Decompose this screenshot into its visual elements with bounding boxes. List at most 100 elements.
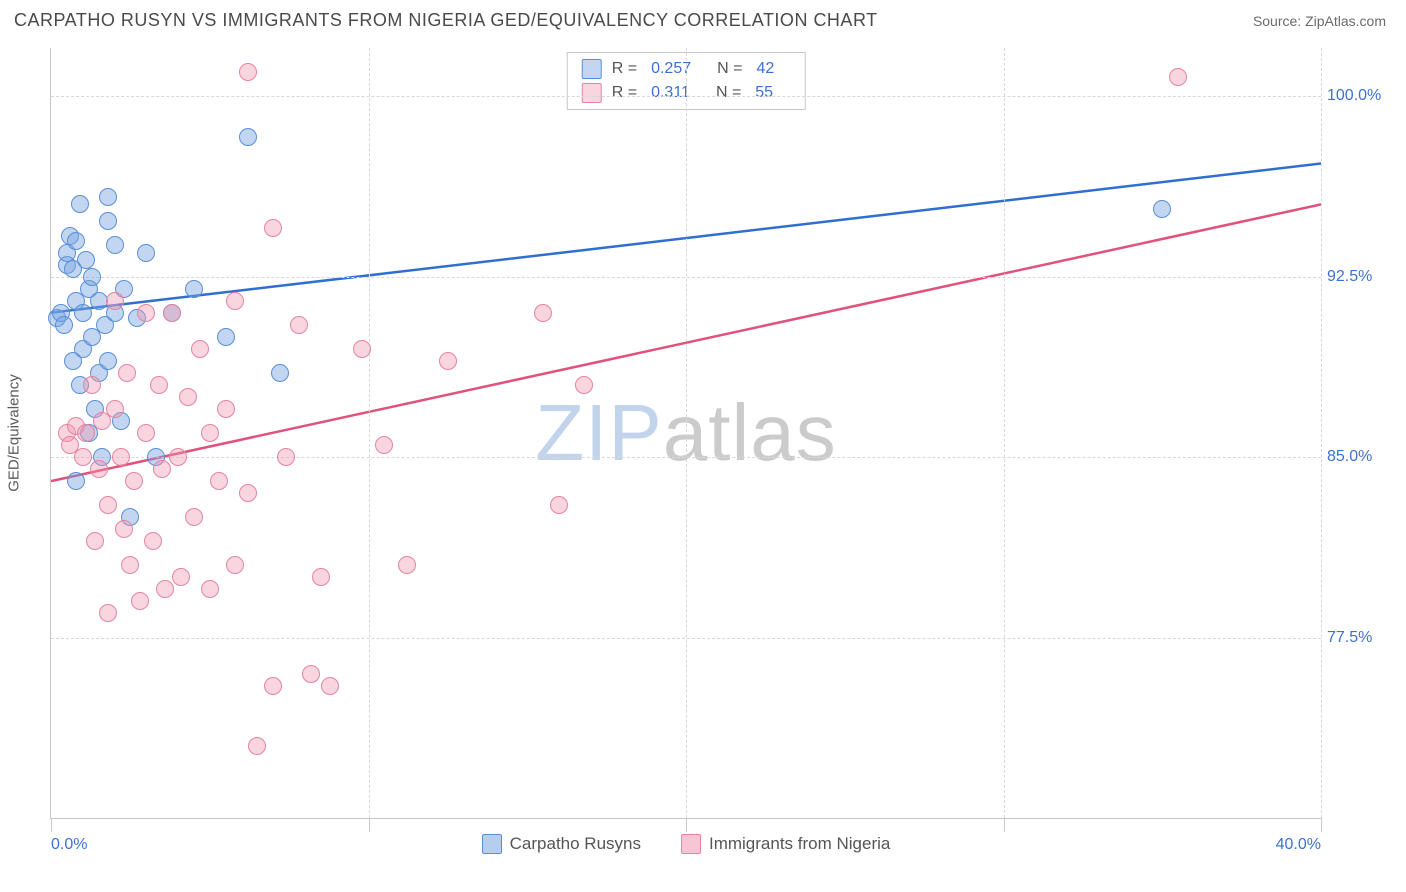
data-point-series-1 xyxy=(191,340,209,358)
hgrid xyxy=(51,638,1321,639)
data-point-series-1 xyxy=(277,448,295,466)
data-point-series-1 xyxy=(90,460,108,478)
data-point-series-0 xyxy=(217,328,235,346)
data-point-series-1 xyxy=(86,532,104,550)
n-value-0: 42 xyxy=(756,57,774,81)
data-point-series-1 xyxy=(264,219,282,237)
data-point-series-0 xyxy=(83,268,101,286)
data-point-series-0 xyxy=(137,244,155,262)
data-point-series-1 xyxy=(153,460,171,478)
data-point-series-1 xyxy=(83,376,101,394)
xtick xyxy=(686,818,687,832)
data-point-series-1 xyxy=(302,665,320,683)
vgrid xyxy=(686,48,687,818)
hgrid xyxy=(51,277,1321,278)
data-point-series-1 xyxy=(375,436,393,454)
hgrid xyxy=(51,457,1321,458)
bottom-legend-item-1: Immigrants from Nigeria xyxy=(681,834,890,854)
data-point-series-1 xyxy=(226,556,244,574)
data-point-series-1 xyxy=(118,364,136,382)
ytick-label: 100.0% xyxy=(1327,87,1387,105)
n-label: N = xyxy=(717,57,742,81)
data-point-series-1 xyxy=(163,304,181,322)
data-point-series-0 xyxy=(71,195,89,213)
xtick xyxy=(1004,818,1005,832)
xtick xyxy=(1321,818,1322,832)
vgrid xyxy=(369,48,370,818)
bottom-legend-label-1: Immigrants from Nigeria xyxy=(709,834,890,854)
data-point-series-1 xyxy=(121,556,139,574)
bottom-legend-label-0: Carpatho Rusyns xyxy=(510,834,641,854)
data-point-series-1 xyxy=(217,400,235,418)
data-point-series-0 xyxy=(239,128,257,146)
data-point-series-0 xyxy=(185,280,203,298)
data-point-series-1 xyxy=(534,304,552,322)
xtick xyxy=(51,818,52,832)
data-point-series-1 xyxy=(74,448,92,466)
data-point-series-0 xyxy=(77,251,95,269)
data-point-series-1 xyxy=(99,496,117,514)
data-point-series-1 xyxy=(169,448,187,466)
data-point-series-1 xyxy=(156,580,174,598)
data-point-series-0 xyxy=(99,212,117,230)
legend-swatch-0 xyxy=(582,59,602,79)
data-point-series-1 xyxy=(137,424,155,442)
chart-source: Source: ZipAtlas.com xyxy=(1253,13,1386,29)
data-point-series-1 xyxy=(144,532,162,550)
chart-container: GED/Equivalency ZIPatlas R = 0.257 N = 4… xyxy=(50,48,1370,818)
y-axis-title: GED/Equivalency xyxy=(6,374,23,492)
data-point-series-1 xyxy=(210,472,228,490)
ytick-label: 92.5% xyxy=(1327,268,1387,286)
data-point-series-1 xyxy=(106,292,124,310)
data-point-series-1 xyxy=(99,604,117,622)
data-point-series-1 xyxy=(439,352,457,370)
ytick-label: 85.0% xyxy=(1327,448,1387,466)
bottom-legend: Carpatho Rusyns Immigrants from Nigeria xyxy=(51,834,1321,854)
data-point-series-0 xyxy=(1153,200,1171,218)
data-point-series-1 xyxy=(290,316,308,334)
data-point-series-1 xyxy=(150,376,168,394)
data-point-series-1 xyxy=(575,376,593,394)
data-point-series-1 xyxy=(550,496,568,514)
data-point-series-1 xyxy=(125,472,143,490)
plot-area: ZIPatlas R = 0.257 N = 42 R = 0.311 N = … xyxy=(50,48,1321,819)
legend-swatch-1 xyxy=(582,83,602,103)
bottom-legend-swatch-0 xyxy=(482,834,502,854)
data-point-series-1 xyxy=(264,677,282,695)
data-point-series-1 xyxy=(398,556,416,574)
n-label: N = xyxy=(716,81,741,105)
data-point-series-1 xyxy=(353,340,371,358)
data-point-series-0 xyxy=(74,304,92,322)
xtick xyxy=(369,818,370,832)
data-point-series-1 xyxy=(106,400,124,418)
bottom-legend-item-0: Carpatho Rusyns xyxy=(482,834,641,854)
vgrid xyxy=(1321,48,1322,818)
data-point-series-1 xyxy=(77,424,95,442)
data-point-series-1 xyxy=(112,448,130,466)
data-point-series-1 xyxy=(115,520,133,538)
data-point-series-1 xyxy=(172,568,190,586)
hgrid xyxy=(51,96,1321,97)
data-point-series-0 xyxy=(106,236,124,254)
r-value-1: 0.311 xyxy=(651,81,690,105)
data-point-series-1 xyxy=(1169,68,1187,86)
data-point-series-1 xyxy=(239,484,257,502)
data-point-series-1 xyxy=(312,568,330,586)
data-point-series-1 xyxy=(201,580,219,598)
data-point-series-1 xyxy=(185,508,203,526)
data-point-series-1 xyxy=(321,677,339,695)
bottom-legend-swatch-1 xyxy=(681,834,701,854)
data-point-series-1 xyxy=(131,592,149,610)
data-point-series-0 xyxy=(271,364,289,382)
data-point-series-1 xyxy=(239,63,257,81)
data-point-series-0 xyxy=(67,472,85,490)
chart-title: CARPATHO RUSYN VS IMMIGRANTS FROM NIGERI… xyxy=(14,10,878,31)
data-point-series-1 xyxy=(248,737,266,755)
data-point-series-0 xyxy=(55,316,73,334)
r-label: R = xyxy=(612,81,637,105)
data-point-series-0 xyxy=(99,188,117,206)
data-point-series-1 xyxy=(201,424,219,442)
r-label: R = xyxy=(612,57,637,81)
ytick-label: 77.5% xyxy=(1327,629,1387,647)
data-point-series-1 xyxy=(179,388,197,406)
